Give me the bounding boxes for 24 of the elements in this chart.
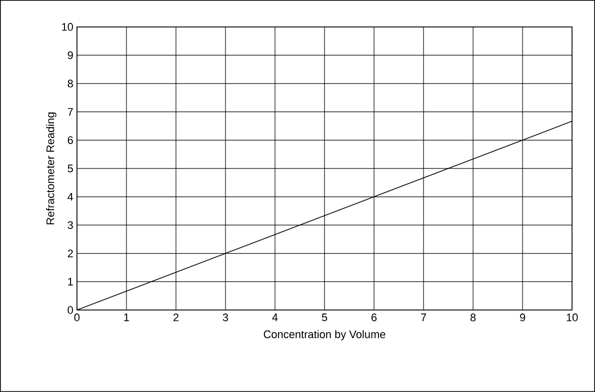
x-tick-label: 4 — [272, 314, 278, 322]
x-tick-label: 5 — [322, 314, 328, 322]
y-tick-label: 1 — [68, 278, 73, 286]
x-tick-label: 2 — [173, 314, 178, 322]
y-tick-label: 7 — [68, 108, 73, 116]
y-tick-label: 4 — [68, 193, 74, 201]
y-axis-title: Refractometer Reading — [46, 112, 56, 224]
x-tick-label: 1 — [124, 314, 129, 322]
x-tick-label: 6 — [372, 314, 377, 322]
x-tick-label: 9 — [520, 314, 526, 322]
x-tick-label: 3 — [222, 314, 228, 322]
y-tick-label: 9 — [68, 51, 73, 60]
y-tick-label: 6 — [68, 136, 73, 144]
y-tick-label: 3 — [68, 221, 73, 229]
x-tick-label: 10 — [566, 314, 578, 322]
x-tick-label: 8 — [470, 314, 476, 322]
y-tick-label: 8 — [68, 80, 73, 88]
y-tick-label: 10 — [62, 23, 73, 31]
x-tick-label: 7 — [421, 314, 426, 322]
y-tick-label: 0 — [68, 306, 73, 314]
x-tick-label: 0 — [74, 314, 80, 322]
y-tick-label: 5 — [68, 164, 73, 172]
x-axis-title: Concentration by Volume — [264, 330, 386, 340]
y-tick-label: 2 — [68, 250, 73, 258]
